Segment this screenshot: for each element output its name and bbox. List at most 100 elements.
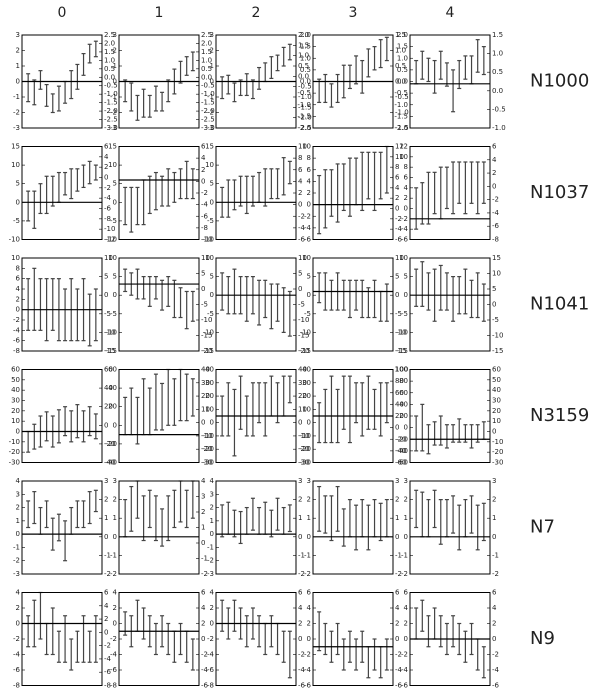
y2-tick-label: 30 [201, 379, 210, 387]
y-tick-label: 0 [113, 78, 117, 86]
error-bar [226, 74, 231, 95]
y2-tick-label: 40 [395, 400, 404, 408]
y-tick-label: 4 [404, 184, 409, 192]
y2-tick-label: 0 [395, 635, 399, 643]
y2-tick-label: -5 [492, 316, 499, 324]
y2-tick-label: 2 [298, 620, 302, 628]
y-tick-label: 1.5 [300, 43, 311, 51]
error-bar [426, 171, 431, 225]
error-bar [263, 279, 268, 319]
y-tick-label: -4 [304, 666, 312, 674]
error-bar [147, 387, 152, 436]
error-bar [347, 499, 352, 538]
y2-tick-label: 6 [104, 589, 109, 597]
y-tick-label: 5 [113, 180, 117, 188]
y2-tick-label: -5 [298, 301, 305, 309]
y2-tick-label: -5 [104, 310, 111, 318]
y2-tick-label: 3 [201, 493, 205, 501]
y-tick-label: 15 [108, 143, 117, 151]
error-bar [257, 506, 262, 535]
error-bar [438, 615, 443, 648]
y2-tick-label: -0.5 [104, 82, 118, 90]
error-bar [329, 169, 334, 217]
error-bar [147, 175, 152, 215]
y-tick-label: 60 [108, 366, 117, 374]
y2-tick-label: -1.0 [298, 93, 312, 101]
y2-tick-label: -0.5 [395, 93, 409, 101]
y2-tick-label: 0 [492, 301, 496, 309]
y-tick-label: 0 [113, 421, 117, 429]
y2-tick-label: 20 [298, 392, 307, 400]
y2-tick-label: -2.5 [298, 124, 312, 132]
error-bar [378, 382, 383, 437]
y-tick-label: 0 [16, 78, 20, 86]
error-bar [75, 404, 80, 439]
error-bar [444, 499, 449, 538]
error-bar [141, 607, 146, 640]
y2-tick-label: 0 [298, 419, 302, 427]
error-bar [275, 497, 280, 531]
y2-tick-label: 0.5 [201, 65, 212, 73]
y2-tick-label: -20 [201, 445, 212, 453]
error-bar [263, 622, 268, 656]
y-tick-label: -2 [401, 570, 408, 578]
error-bar [451, 276, 456, 322]
panel-frame [409, 592, 491, 686]
y-tick-label: -60 [397, 459, 408, 467]
y2-tick-label: -8 [104, 682, 111, 689]
y2-tick-label: 0.0 [395, 78, 406, 86]
y-tick-label: -3 [207, 124, 214, 132]
error-bar [93, 40, 98, 58]
panel-frame [215, 592, 297, 686]
y2-tick-label: -3.0 [201, 124, 215, 132]
y2-tick-label: 0 [492, 635, 496, 643]
y2-tick-label: 0 [298, 201, 302, 209]
y2-tick-label: -10 [298, 316, 309, 324]
y2-tick-label: 6 [104, 143, 109, 151]
y2-tick-label: 4 [298, 604, 303, 612]
error-bar [360, 499, 365, 538]
error-bar [444, 424, 449, 449]
y2-tick-label: 0.5 [395, 62, 406, 70]
y2-tick-label: -15 [492, 347, 503, 355]
y2-tick-label: -8 [104, 215, 111, 223]
error-bar [75, 63, 80, 90]
error-bar [63, 615, 68, 663]
y-tick-label: -5 [401, 310, 408, 318]
error-bar [244, 276, 249, 322]
error-bar [354, 279, 359, 311]
y2-tick-label: 2 [104, 615, 108, 623]
y-tick-label: -30 [300, 459, 311, 467]
y-tick-label: 2 [16, 604, 20, 612]
y-tick-label: 5 [210, 273, 214, 281]
error-bar [263, 382, 268, 437]
y-tick-label: -0.5 [394, 89, 408, 97]
y2-tick-label: 80 [395, 377, 404, 385]
error-bar [360, 59, 365, 94]
error-bar [347, 375, 352, 444]
y-tick-label: 20 [302, 392, 311, 400]
y-tick-label: -4 [13, 651, 21, 659]
y-tick-label: 0 [307, 201, 311, 209]
error-bar [420, 599, 425, 632]
error-bar [469, 161, 474, 204]
y2-tick-label: -2 [298, 212, 305, 220]
y-tick-label: 0 [307, 291, 311, 299]
y-tick-label: -1 [110, 93, 117, 101]
y-tick-label: 1 [113, 514, 117, 522]
error-bar [457, 161, 462, 204]
error-bar [475, 504, 480, 551]
error-bar [354, 504, 359, 551]
y2-tick-label: 6 [298, 589, 303, 597]
error-bar [335, 622, 340, 656]
y2-tick-label: 0 [201, 635, 205, 643]
panel-frame [409, 146, 491, 240]
y-tick-label: -2 [207, 109, 214, 117]
y2-tick-label: -20 [395, 435, 406, 443]
y2-tick-label: 1 [492, 514, 496, 522]
error-bar [141, 276, 146, 300]
error-bar [420, 403, 425, 452]
y-tick-label: -4 [110, 651, 118, 659]
y-tick-label: -10 [300, 328, 311, 336]
error-bar [75, 630, 80, 663]
